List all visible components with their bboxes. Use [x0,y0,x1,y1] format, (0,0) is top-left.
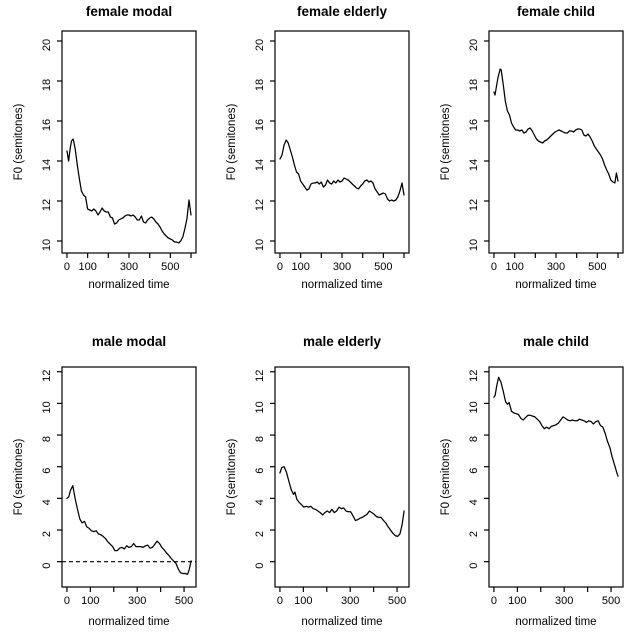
svg-text:12: 12 [468,370,480,382]
svg-text:2: 2 [254,531,266,537]
svg-text:8: 8 [254,436,266,442]
svg-text:8: 8 [41,436,53,442]
svg-text:10: 10 [41,239,53,251]
x-axis-label: normalized time [88,279,170,291]
svg-text:6: 6 [468,468,480,474]
svg-text:500: 500 [175,595,193,607]
svg-text:300: 300 [555,595,573,607]
svg-text:2: 2 [468,531,480,537]
y-axis-label: F0 (semitones) [13,438,25,516]
svg-text:20: 20 [468,39,480,51]
svg-text:12: 12 [468,199,480,211]
svg-text:16: 16 [41,119,53,131]
y-axis-label: F0 (semitones) [226,103,238,181]
x-axis-label: normalized time [515,616,597,628]
svg-text:300: 300 [128,595,146,607]
svg-text:300: 300 [547,261,565,273]
plot-canvas-female-modal: 0 100 300 500 10 12 14 16 18 20 [41,30,197,273]
svg-text:10: 10 [254,401,266,413]
svg-text:8: 8 [468,436,480,442]
subplot-female-child: 0 100 300 500 10 12 14 16 18 20 female child F0 (… [427,0,640,310]
svg-text:20: 20 [41,39,53,51]
svg-text:4: 4 [254,499,266,505]
svg-text:0: 0 [277,261,283,273]
plot-title: male child [522,334,590,349]
svg-text:0: 0 [491,595,497,607]
svg-text:100: 100 [508,595,526,607]
svg-text:100: 100 [81,595,99,607]
subplot-male-child: 0 100 300 500 0 2 4 6 8 10 12 male child F0 (semit… [427,310,640,635]
svg-text:500: 500 [602,595,620,607]
svg-text:0: 0 [64,595,70,607]
svg-text:12: 12 [41,370,53,382]
svg-text:4: 4 [41,499,53,505]
plot-canvas-female-elderly: 0 100 300 500 10 12 14 16 18 20 [254,30,410,273]
svg-text:500: 500 [388,595,406,607]
svg-text:100: 100 [291,261,309,273]
subplot-female-elderly: 0 100 300 500 10 12 14 16 18 20 female elderly F0… [213,0,426,310]
svg-text:0: 0 [64,261,70,273]
plot-title: male modal [91,334,167,349]
svg-text:10: 10 [254,239,266,251]
svg-text:12: 12 [41,199,53,211]
svg-text:14: 14 [41,159,53,171]
svg-text:6: 6 [41,468,53,474]
svg-text:18: 18 [41,79,53,91]
svg-text:18: 18 [468,79,480,91]
svg-text:16: 16 [254,119,266,131]
svg-text:500: 500 [161,261,179,273]
y-axis-label: F0 (semitones) [13,103,25,181]
svg-text:300: 300 [120,261,138,273]
svg-text:500: 500 [374,261,392,273]
svg-text:0: 0 [254,563,266,569]
y-axis-label: F0 (semitones) [226,438,238,516]
svg-text:300: 300 [333,261,351,273]
subplot-male-modal: 0 100 300 500 0 2 4 6 8 10 12 male modal F0 (semit… [0,310,213,635]
svg-text:14: 14 [254,159,266,171]
svg-text:12: 12 [254,199,266,211]
x-axis-label: normalized time [88,616,170,628]
svg-text:10: 10 [468,239,480,251]
subplot-female-modal: 0 100 300 500 10 12 14 16 18 20 female modal F0 (… [0,0,213,310]
svg-text:6: 6 [254,468,266,474]
y-axis-label: F0 (semitones) [440,103,452,181]
svg-text:4: 4 [468,499,480,505]
svg-text:16: 16 [468,119,480,131]
svg-text:2: 2 [41,531,53,537]
x-axis-label: normalized time [301,616,383,628]
plot-title: female elderly [296,4,388,19]
plot-canvas-male-child: 0 100 300 500 0 2 4 6 8 10 12 [468,366,624,607]
svg-text:20: 20 [254,39,266,51]
svg-text:100: 100 [505,261,523,273]
plot-canvas-male-elderly: 0 100 300 500 0 2 4 6 8 10 12 [254,366,410,607]
svg-text:300: 300 [341,595,359,607]
svg-text:0: 0 [41,563,53,569]
svg-text:14: 14 [468,159,480,171]
subplot-male-elderly: 0 100 300 500 0 2 4 6 8 10 12 male elderly F0 (sem… [213,310,426,635]
svg-text:100: 100 [78,261,96,273]
svg-text:10: 10 [468,401,480,413]
svg-text:0: 0 [491,261,497,273]
svg-text:18: 18 [254,79,266,91]
plot-canvas-female-child: 0 100 300 500 10 12 14 16 18 20 [468,30,624,273]
svg-text:12: 12 [254,370,266,382]
x-axis-label: normalized time [301,279,383,291]
plot-title: male elderly [302,334,382,349]
plot-title: female modal [85,4,173,19]
svg-text:10: 10 [41,401,53,413]
svg-text:500: 500 [588,261,606,273]
x-axis-label: normalized time [515,279,597,291]
svg-text:100: 100 [294,595,312,607]
svg-text:0: 0 [468,563,480,569]
y-axis-label: F0 (semitones) [440,438,452,516]
plot-canvas-male-modal: 0 100 300 500 0 2 4 6 8 10 12 [41,366,197,607]
plot-title: female child [516,4,596,19]
svg-text:0: 0 [277,595,283,607]
